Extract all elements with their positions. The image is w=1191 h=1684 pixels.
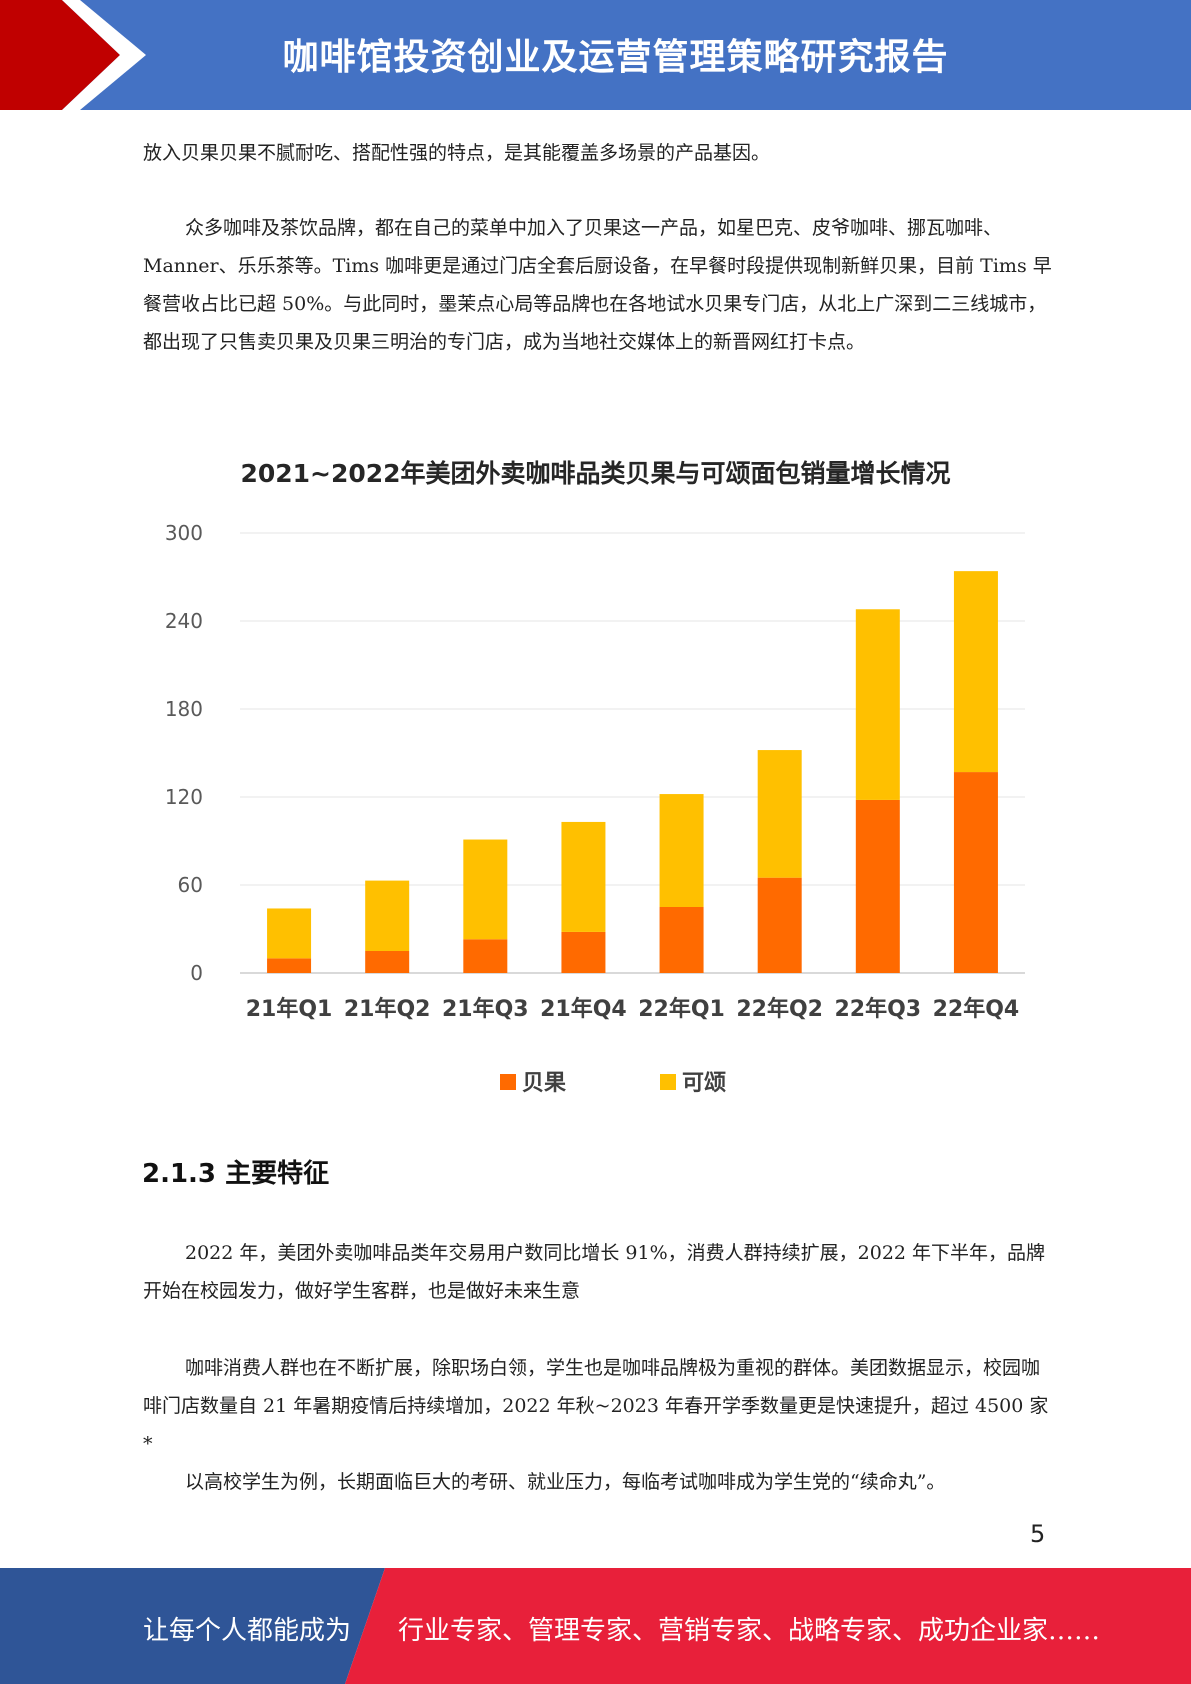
- paragraph-5: 以高校学生为例，长期面临巨大的考研、就业压力，每临考试咖啡成为学生党的“续命丸”…: [185, 1471, 946, 1493]
- page-header: 咖啡馆投资创业及运营管理策略研究报告: [0, 0, 1191, 110]
- header-arrow-decoration: [0, 0, 146, 110]
- bar-croissant: [561, 821, 606, 932]
- footer-background: [0, 1568, 1191, 1684]
- paragraph-1: 放入贝果贝果不腻耐吃、搭配性强的特点，是其能覆盖多场景的产品基因。: [143, 142, 771, 164]
- footer-slogan-right: 行业专家、管理专家、营销专家、战略专家、成功企业家……: [398, 1616, 1101, 1646]
- paragraph-4: 咖啡消费人群也在不断扩展，除职场白领，学生也是咖啡品牌极为重视的群体。美团数据显…: [143, 1357, 1049, 1455]
- x-tick-label: 22年Q2: [736, 996, 823, 1022]
- legend-swatch: [500, 1074, 516, 1090]
- bar-bagel: [561, 931, 606, 973]
- bar-bagel: [463, 939, 508, 973]
- x-tick-label: 21年Q3: [442, 996, 529, 1022]
- legend-swatch: [660, 1074, 676, 1090]
- bar-croissant: [953, 571, 998, 773]
- page-footer: 让每个人都能成为 行业专家、管理专家、营销专家、战略专家、成功企业家……: [0, 1568, 1191, 1684]
- footer-slogan-left: 让每个人都能成为: [143, 1616, 352, 1646]
- page-number: 5: [1030, 1520, 1046, 1548]
- y-tick-label: 120: [165, 785, 203, 809]
- y-tick-label: 300: [165, 521, 203, 545]
- paragraph-3: 2022 年，美团外卖咖啡品类年交易用户数同比增长 91%，消费人群持续扩展，2…: [143, 1242, 1046, 1302]
- bar-croissant: [659, 794, 704, 907]
- x-tick-label: 22年Q4: [933, 996, 1020, 1022]
- bar-bagel: [757, 877, 802, 973]
- y-tick-label: 60: [178, 873, 203, 897]
- bar-bagel: [855, 799, 900, 973]
- legend-label: 贝果: [522, 1071, 566, 1096]
- x-tick-label: 21年Q1: [246, 996, 333, 1022]
- y-tick-label: 0: [190, 961, 203, 985]
- y-tick-label: 240: [165, 609, 203, 633]
- bar-croissant: [757, 750, 802, 878]
- report-title: 咖啡馆投资创业及运营管理策略研究报告: [282, 37, 949, 78]
- legend-label: 可颂: [682, 1071, 726, 1096]
- section-heading: 2.1.3 主要特征: [142, 1159, 330, 1189]
- x-tick-label: 21年Q4: [540, 996, 627, 1022]
- bar-bagel: [267, 958, 312, 973]
- bar-bagel: [659, 907, 704, 973]
- bar-croissant: [463, 839, 508, 940]
- bar-croissant: [365, 880, 410, 951]
- x-tick-label: 21年Q2: [344, 996, 431, 1022]
- paragraph-2: 众多咖啡及茶饮品牌，都在自己的菜单中加入了贝果这一产品，如星巴克、皮爷咖啡、挪瓦…: [143, 217, 1052, 353]
- chart-title: 2021~2022年美团外卖咖啡品类贝果与可颂面包销量增长情况: [240, 459, 951, 488]
- bar-croissant: [855, 609, 900, 800]
- x-tick-label: 22年Q3: [834, 996, 921, 1022]
- y-tick-label: 180: [165, 697, 203, 721]
- bar-bagel: [953, 772, 998, 973]
- x-tick-label: 22年Q1: [638, 996, 725, 1022]
- stacked-bar-chart: 0 60 120 180 240 300 21年Q1 21年Q2 21年Q3 21年Q4 22年Q1…: [165, 521, 1025, 1096]
- bar-croissant: [267, 908, 312, 959]
- bar-bagel: [365, 951, 410, 973]
